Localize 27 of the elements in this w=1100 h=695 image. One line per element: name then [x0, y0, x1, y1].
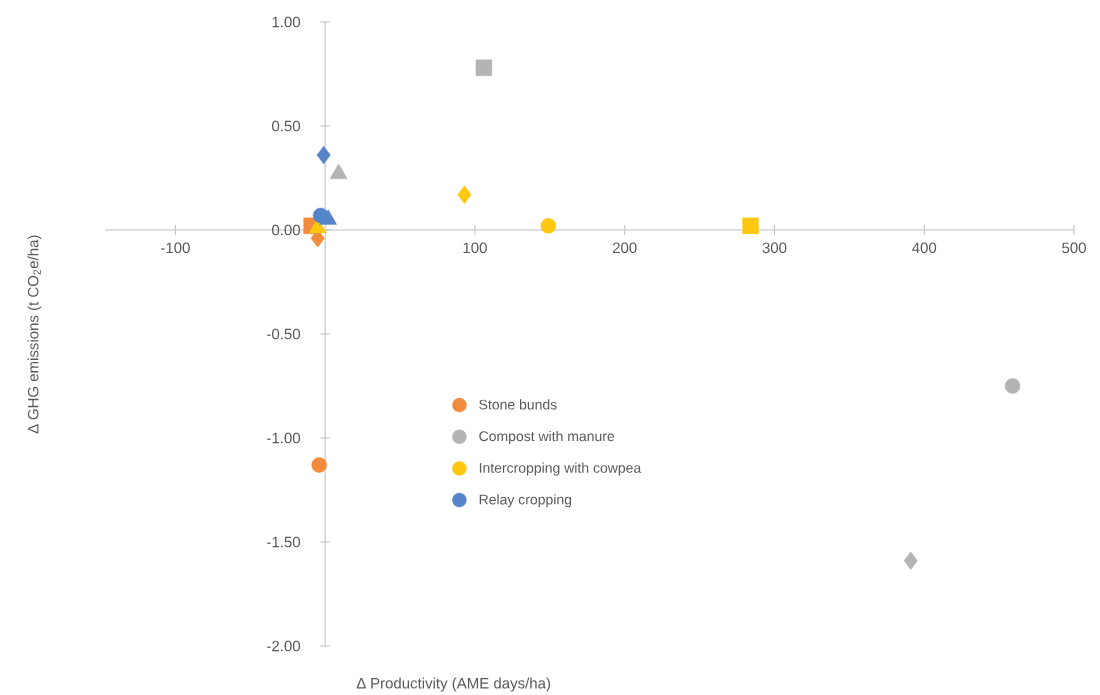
x-tick-label: 400 — [912, 242, 937, 254]
point — [540, 218, 557, 234]
y-tick-label: -1.50 — [267, 536, 301, 548]
x-tick-label: 200 — [612, 242, 637, 254]
legend-label: Intercropping with cowpea — [479, 462, 642, 476]
x-tick-label: -100 — [161, 242, 190, 254]
x-tick-label: 100 — [463, 242, 487, 254]
legend-label: Stone bunds — [479, 399, 557, 410]
x-tick-label: 300 — [762, 242, 787, 254]
point — [311, 457, 327, 473]
y-tick-label: -1.00 — [267, 432, 301, 444]
point — [457, 185, 472, 204]
y-tick-label: 1.00 — [272, 16, 301, 28]
point — [903, 551, 918, 570]
y-axis-title: ∆ GHG emissions (t CO$_{2}$e/ha) — [27, 235, 42, 434]
point — [316, 145, 331, 165]
x-tick-label: 500 — [1062, 242, 1086, 254]
legend-label: Relay cropping — [479, 494, 572, 508]
y-tick-label: -0.50 — [267, 328, 301, 340]
point — [475, 59, 493, 77]
x-axis-title: ∆ Productivity (AME days/ha) — [356, 677, 551, 692]
point — [1004, 378, 1021, 394]
y-tick-label: 0.00 — [272, 224, 301, 236]
legend-label: Compost with manure — [479, 430, 615, 445]
y-tick-label: -2.00 — [267, 640, 301, 652]
y-tick-label: 0.50 — [272, 120, 301, 132]
point — [742, 217, 759, 235]
